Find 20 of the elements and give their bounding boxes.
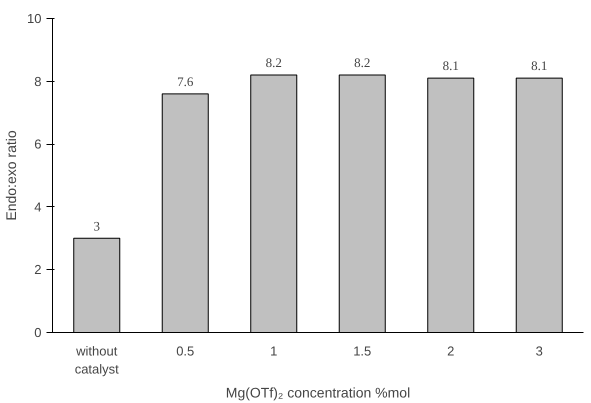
data-label: 8.1 (531, 58, 548, 74)
data-label: 8.2 (266, 55, 282, 70)
y-tick-label: 6 (34, 136, 42, 152)
y-tick-label: 4 (34, 199, 42, 214)
y-tick-label: 2 (34, 262, 42, 278)
x-axis-title: Mg(OTf)₂ concentration %mol (226, 384, 410, 400)
y-tick-label: 8 (34, 74, 42, 89)
x-tick-label: 1 (270, 344, 278, 358)
x-tick-label: 3 (536, 344, 543, 358)
data-label: 8.1 (442, 58, 459, 74)
y-tick-label: 0 (34, 325, 42, 340)
x-tick-label: without catalyst (74, 344, 120, 376)
x-tick-label: 2 (447, 344, 454, 358)
data-label: 3 (94, 218, 100, 234)
y-axis-title: Endo:exo ratio (3, 130, 20, 221)
y-tick-label: 10 (27, 11, 42, 26)
data-label: 7.6 (177, 74, 194, 89)
x-tick-label: 0.5 (176, 344, 194, 358)
x-tick-label: 1.5 (353, 344, 372, 358)
data-label: 8.2 (354, 55, 370, 70)
